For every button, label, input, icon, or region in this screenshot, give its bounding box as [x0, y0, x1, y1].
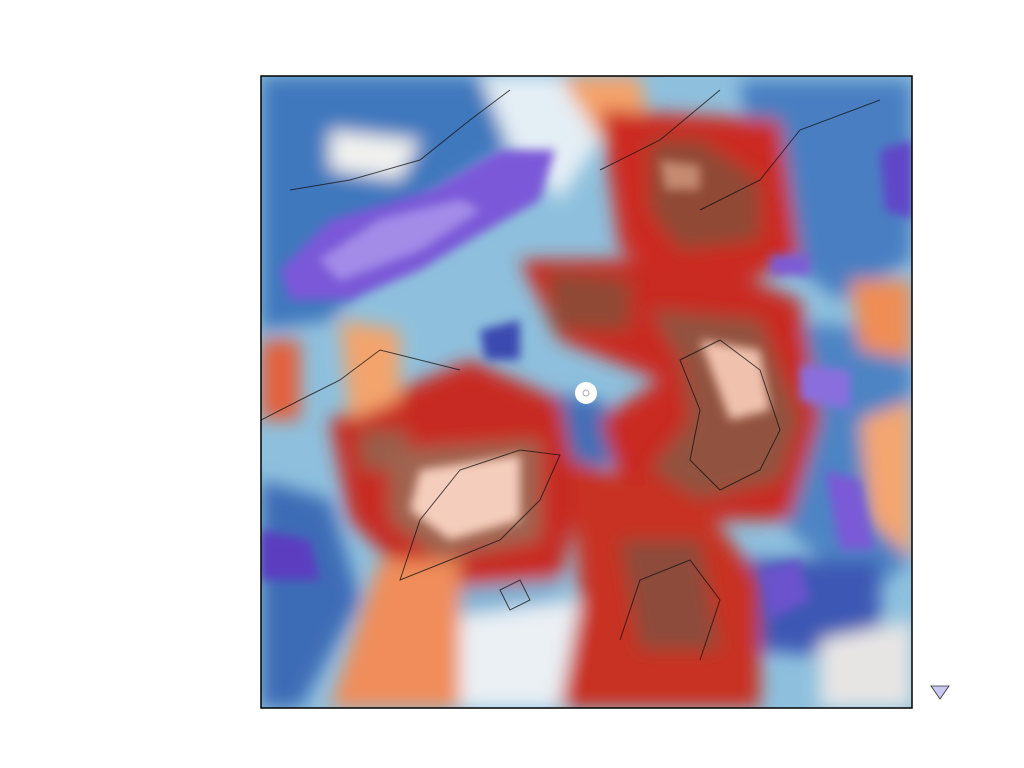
map-frame	[260, 75, 913, 709]
anomaly-field	[261, 76, 912, 708]
colorbar-extend-triangle	[930, 685, 950, 700]
